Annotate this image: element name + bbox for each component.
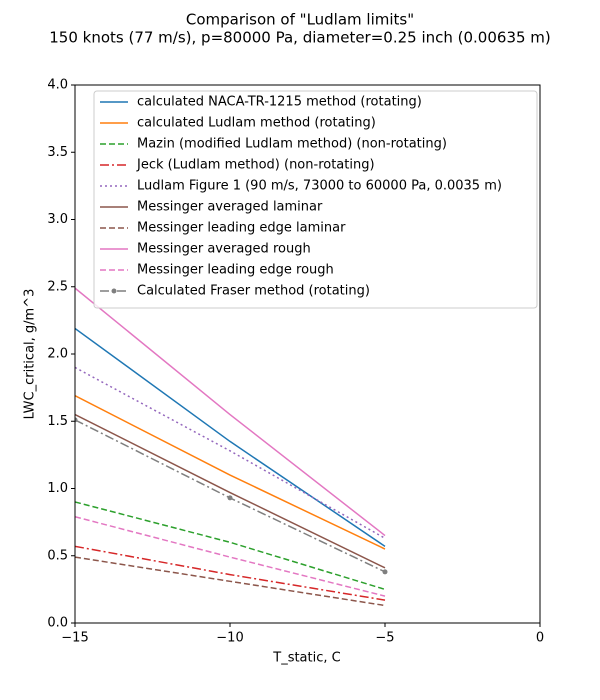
plot-area <box>75 287 388 607</box>
y-tick-label: 1.0 <box>47 481 68 496</box>
series-line <box>75 413 386 569</box>
series-marker <box>75 417 78 423</box>
legend-label: calculated Ludlam method (rotating) <box>137 116 376 131</box>
plot-frame <box>74 84 541 624</box>
y-tick-label: 4.0 <box>47 78 68 93</box>
x-tick-label: −10 <box>216 631 243 646</box>
legend-label: Jeck (Ludlam method) (non-rotating) <box>136 158 375 173</box>
x-tick-label: −5 <box>375 631 394 646</box>
legend-label: Ludlam Figure 1 (90 m/s, 73000 to 60000 … <box>137 179 502 194</box>
legend-marker <box>111 288 117 294</box>
y-tick-label: 0.0 <box>47 616 68 631</box>
legend-label: Messinger leading edge rough <box>137 263 334 278</box>
legend-label: Messinger averaged laminar <box>137 200 323 215</box>
y-tick-label: 3.5 <box>47 145 68 160</box>
y-tick-label: 2.5 <box>47 279 68 294</box>
y-tick-label: 3.0 <box>47 212 68 227</box>
series-line <box>75 287 386 537</box>
legend-label: Messinger leading edge laminar <box>137 221 346 236</box>
series-marker <box>382 569 388 575</box>
chart-subtitle: 150 knots (77 m/s), p=80000 Pa, diameter… <box>49 29 551 47</box>
legend-label: calculated NACA-TR-1215 method (rotating… <box>137 95 422 110</box>
series-line <box>75 366 386 539</box>
series-marker <box>227 495 233 501</box>
x-tick-label: 0 <box>536 631 544 646</box>
series-line <box>75 395 386 550</box>
series-line <box>75 545 386 601</box>
series-line <box>75 556 386 607</box>
series-line <box>75 516 386 597</box>
legend-label: Messinger averaged rough <box>137 242 311 257</box>
y-tick-label: 0.5 <box>47 548 68 563</box>
legend-box <box>93 90 538 309</box>
x-axis-label: T_static, C <box>272 651 340 666</box>
chart-title: Comparison of "Ludlam limits" <box>186 11 414 29</box>
y-tick-label: 1.5 <box>47 414 68 429</box>
y-tick-label: 2.0 <box>47 347 68 362</box>
x-tick-label: −15 <box>61 631 88 646</box>
series-line <box>75 327 386 547</box>
legend-label: Calculated Fraser method (rotating) <box>137 284 370 299</box>
y-axis-label: LWC_critical, g/m^3 <box>23 289 38 420</box>
legend-label: Mazin (modified Ludlam method) (non-rota… <box>137 137 447 152</box>
